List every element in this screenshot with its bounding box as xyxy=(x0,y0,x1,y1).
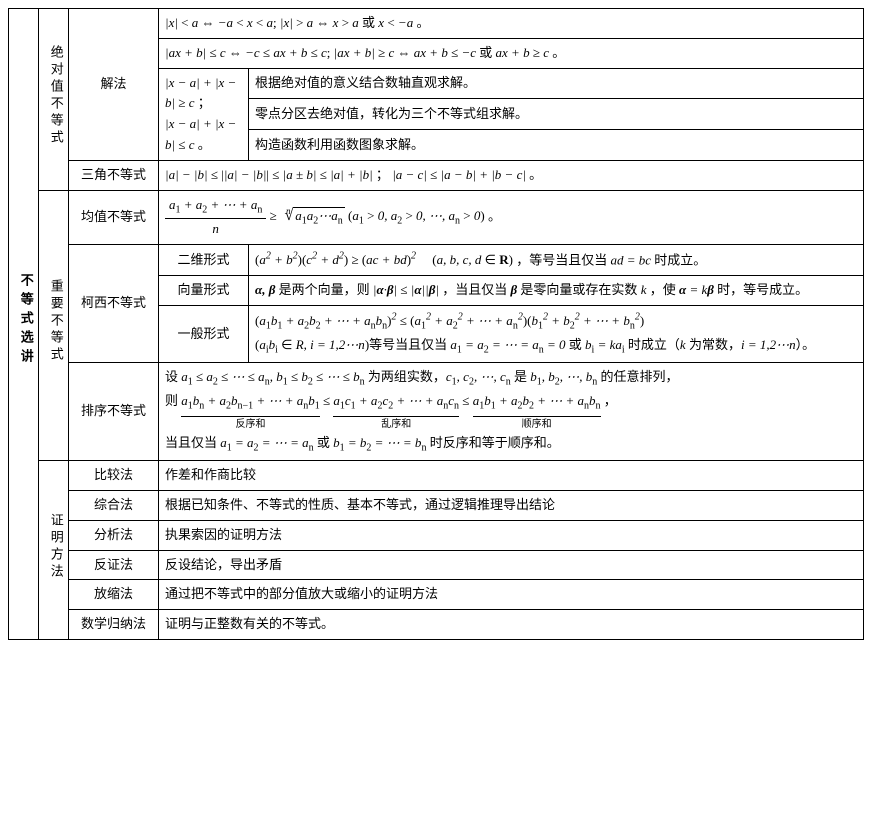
proof-2-desc: 执果索因的证明方法 xyxy=(159,520,864,550)
proof-1-desc: 根据已知条件、不等式的性质、基本不等式，通过逻辑推理导出结论 xyxy=(159,490,864,520)
proof-5-desc: 证明与正整数有关的不等式。 xyxy=(159,610,864,640)
c2d-content: (a2 + b2)(c2 + d2) ≥ (ac + bd)2 (a, b, c… xyxy=(249,244,864,275)
section-abs-title: 绝对值不等式 xyxy=(39,9,69,191)
mean-content: a1 + a2 + ⋯ + ann ≥ n√a1a2⋯an (a1 > 0, a… xyxy=(159,190,864,244)
proof-0-name: 比较法 xyxy=(69,461,159,491)
tri-content: |a| − |b| ≤ ||a| − |b|| ≤ |a ± b| ≤ |a| … xyxy=(159,160,864,190)
cgen-content: (a1b1 + a2b2 + ⋯ + anbn)2 ≤ (a12 + a22 +… xyxy=(249,305,864,363)
main-title: 不等式选讲 xyxy=(9,9,39,640)
abs-row3b: 零点分区去绝对值，转化为三个不等式组求解。 xyxy=(249,99,864,130)
abs-row3-left: |x − a| + |x − b| ≥ c ； |x − a| + |x − b… xyxy=(159,68,249,160)
proof-1-name: 综合法 xyxy=(69,490,159,520)
cgen-title: 一般形式 xyxy=(159,305,249,363)
proof-2-name: 分析法 xyxy=(69,520,159,550)
proof-4-desc: 通过把不等式中的部分值放大或缩小的证明方法 xyxy=(159,580,864,610)
proof-3-desc: 反设结论，导出矛盾 xyxy=(159,550,864,580)
abs-row3c: 构造函数利用函数图象求解。 xyxy=(249,130,864,161)
c2d-title: 二维形式 xyxy=(159,244,249,275)
section-proof-title: 证明方法 xyxy=(39,461,69,640)
cvec-title: 向量形式 xyxy=(159,276,249,306)
abs-row1: |x| < a ⇔ −a < x < a; |x| > a ⇔ x > a 或 … xyxy=(159,9,864,39)
abs-row2: |ax + b| ≤ c ⇔ −c ≤ ax + b ≤ c; |ax + b|… xyxy=(159,38,864,68)
proof-5-name: 数学归纳法 xyxy=(69,610,159,640)
abs-method: 解法 xyxy=(69,9,159,161)
proof-4-name: 放缩法 xyxy=(69,580,159,610)
cauchy-title: 柯西不等式 xyxy=(69,244,159,362)
tri-title: 三角不等式 xyxy=(69,160,159,190)
sort-title: 排序不等式 xyxy=(69,363,159,461)
inequality-table: 不等式选讲 绝对值不等式 解法 |x| < a ⇔ −a < x < a; |x… xyxy=(8,8,864,640)
proof-0-desc: 作差和作商比较 xyxy=(159,461,864,491)
cvec-content: α, β 是两个向量，则 |α·β| ≤ |α||β| ，当且仅当 β 是零向量… xyxy=(249,276,864,306)
proof-3-name: 反证法 xyxy=(69,550,159,580)
sort-content: 设 a1 ≤ a2 ≤ ⋯ ≤ an, b1 ≤ b2 ≤ ⋯ ≤ bn 为两组… xyxy=(159,363,864,461)
section-imp-title: 重要不等式 xyxy=(39,190,69,461)
mean-title: 均值不等式 xyxy=(69,190,159,244)
abs-row3a: 根据绝对值的意义结合数轴直观求解。 xyxy=(249,68,864,99)
